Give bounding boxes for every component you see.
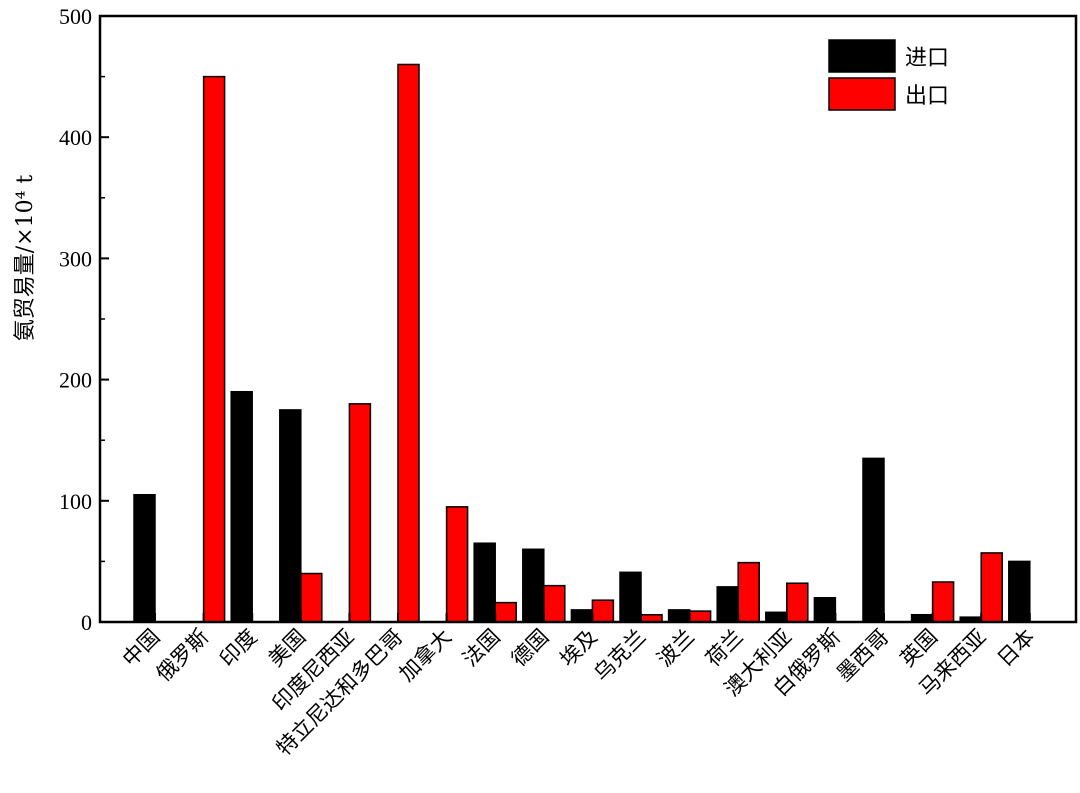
x-tick-label: 法国 bbox=[458, 625, 505, 672]
bar-export-11 bbox=[688, 610, 712, 623]
bar-export-16 bbox=[931, 581, 955, 623]
bar-export-6 bbox=[445, 506, 469, 623]
bar-import-0 bbox=[133, 493, 156, 623]
bar-export-4 bbox=[348, 403, 372, 623]
y-axis: 0 100 200 300 400 500 bbox=[59, 4, 109, 635]
bar-import-2 bbox=[230, 390, 253, 623]
x-tick-label: 墨西哥 bbox=[832, 625, 894, 687]
bar-import-11 bbox=[667, 609, 691, 623]
y-tick-label: 200 bbox=[59, 368, 92, 393]
bar-import-9 bbox=[570, 609, 594, 623]
legend-swatch-export bbox=[828, 77, 896, 111]
bar-export-17 bbox=[980, 552, 1003, 623]
legend-label-export: 出口 bbox=[905, 84, 949, 109]
bar-export-3 bbox=[300, 572, 323, 623]
bar-import-12 bbox=[716, 586, 739, 623]
bar-export-1 bbox=[202, 75, 226, 623]
x-tick-label: 波兰 bbox=[652, 625, 699, 672]
x-tick-label: 俄罗斯 bbox=[152, 625, 214, 687]
x-tick-label: 乌克兰 bbox=[589, 625, 651, 687]
bar-export-5 bbox=[397, 63, 420, 623]
bar-export-7 bbox=[494, 601, 517, 623]
y-tick-label: 400 bbox=[59, 125, 92, 150]
bar-export-9 bbox=[591, 599, 615, 623]
bar-export-8 bbox=[543, 584, 566, 623]
y-tick-label: 300 bbox=[59, 246, 92, 271]
y-axis-title: 氨贸易量/×10⁴ t bbox=[13, 175, 38, 342]
bar-import-10 bbox=[619, 571, 642, 623]
y-tick-label: 100 bbox=[59, 489, 92, 514]
bar-import-3 bbox=[279, 409, 302, 623]
bar-import-7 bbox=[473, 542, 496, 623]
x-tick-label: 日本 bbox=[993, 625, 1040, 672]
bar-export-13 bbox=[786, 582, 809, 623]
legend-label-import: 进口 bbox=[905, 46, 949, 71]
bar-import-15 bbox=[862, 457, 885, 623]
x-tick-label: 加拿大 bbox=[395, 625, 457, 687]
y-tick-label: 0 bbox=[81, 610, 92, 635]
bars-group bbox=[133, 63, 1031, 623]
legend-swatch-import bbox=[828, 39, 896, 73]
y-tick-label: 500 bbox=[59, 4, 92, 29]
bar-export-12 bbox=[737, 561, 760, 623]
bar-import-13 bbox=[765, 611, 788, 623]
bar-import-14 bbox=[813, 597, 837, 623]
bar-import-8 bbox=[522, 548, 545, 623]
x-tick-label: 印度 bbox=[215, 625, 262, 672]
bar-import-18 bbox=[1008, 560, 1031, 623]
x-tick-label: 德国 bbox=[507, 625, 554, 672]
